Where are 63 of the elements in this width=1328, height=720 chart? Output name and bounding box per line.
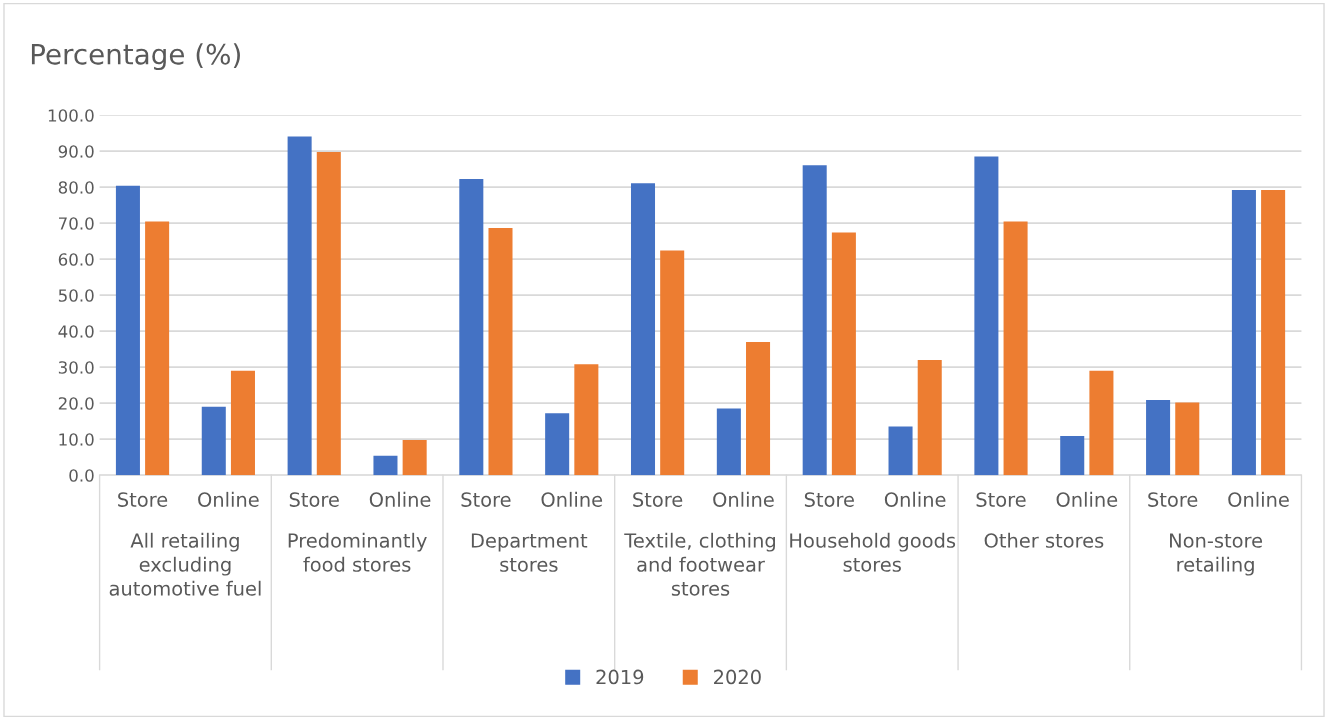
y-tick-label: 100.0 [48, 109, 94, 122]
bar [716, 408, 741, 476]
text: Predominantly food stores [288, 532, 427, 572]
x-tick-label: Store [633, 492, 683, 507]
bar [373, 455, 398, 476]
bar [831, 232, 856, 476]
bar [1003, 221, 1028, 476]
x-tick-label: Online [1056, 491, 1118, 507]
bar [974, 156, 999, 476]
bar [488, 227, 513, 476]
x-tick-label: Store [1148, 492, 1198, 507]
x-tick-label: Online [369, 491, 431, 507]
x-tick-label: Online [1228, 491, 1289, 507]
y-tick-label: 70.0 [59, 217, 94, 230]
chart-title: Percentage (%) [31, 43, 240, 71]
bar [888, 426, 913, 476]
y-tick-label: 10.0 [59, 433, 94, 446]
text: All retailing excluding automotive fuel [109, 532, 261, 596]
x-tick-label: Online [541, 491, 603, 507]
y-tick-label: 30.0 [58, 361, 94, 374]
x-tick-label: Online [713, 491, 774, 507]
bar [287, 136, 312, 476]
x-tick-label: Store [118, 492, 168, 507]
text: Other stores [984, 532, 1104, 548]
y-tick-label: 80.0 [58, 181, 94, 194]
text: Non-store retailing [1170, 533, 1263, 576]
y-tick-label: 0.0 [69, 469, 94, 482]
bar [115, 185, 140, 476]
legend-label: 2019 [596, 669, 644, 685]
y-tick-label: 40.0 [58, 325, 94, 338]
y-tick-label: 20.0 [58, 397, 94, 410]
x-tick-label: Online [198, 491, 259, 507]
bar [1231, 190, 1256, 476]
text: Department stores [471, 533, 588, 572]
y-tick-label: 60.0 [58, 253, 94, 266]
bar [201, 406, 226, 476]
bar [917, 360, 942, 476]
bar [630, 183, 656, 476]
x-tick-label: Store [804, 492, 854, 507]
bar [145, 221, 170, 476]
bar [459, 178, 484, 476]
bar [660, 250, 685, 476]
x-tick-label: Online [884, 491, 946, 507]
bar [230, 370, 255, 476]
x-tick-label: Store [289, 492, 339, 507]
bar [1060, 435, 1085, 476]
bar [574, 364, 599, 476]
text: Textile, clothing and footwear stores [624, 532, 775, 596]
x-tick-label: Store [976, 492, 1026, 507]
bar [316, 151, 341, 476]
bar [545, 413, 570, 476]
x-tick-label: Store [461, 492, 511, 507]
bar [802, 165, 827, 476]
text: Household goods stores [790, 532, 956, 572]
bar [1146, 399, 1171, 476]
bar [402, 439, 427, 476]
y-tick-label: 90.0 [58, 145, 94, 158]
legend-label: 2020 [714, 669, 761, 685]
bar [746, 342, 771, 476]
y-tick-label: 50.0 [58, 289, 94, 302]
bar [1261, 190, 1286, 476]
bar [1089, 370, 1114, 476]
bar [1175, 402, 1200, 476]
